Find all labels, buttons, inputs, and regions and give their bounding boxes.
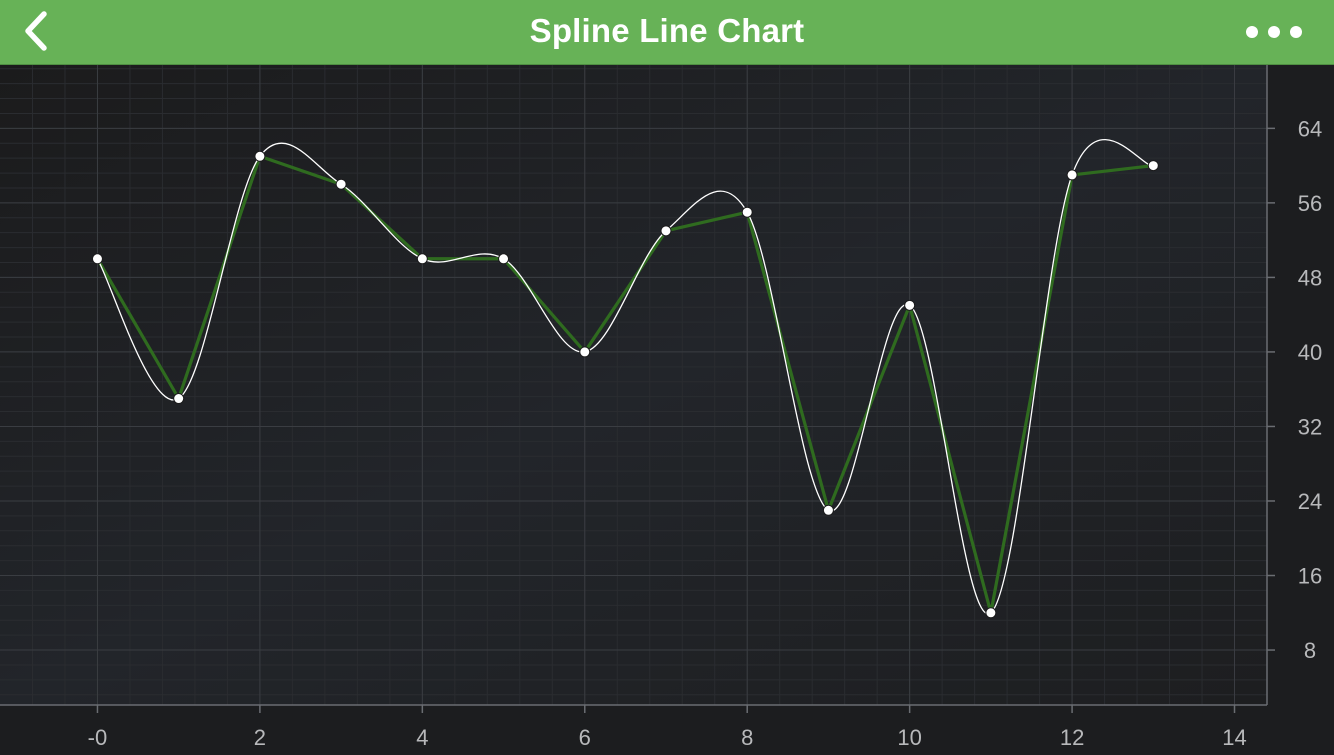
- more-button[interactable]: [1244, 18, 1304, 46]
- y-tick-label: 56: [1298, 191, 1322, 216]
- data-point-marker: [579, 346, 591, 358]
- x-tick-label: 8: [741, 725, 753, 750]
- data-point-marker: [985, 607, 997, 619]
- data-point-marker: [498, 253, 510, 265]
- y-tick-label: 48: [1298, 265, 1322, 290]
- data-point-marker: [1066, 169, 1078, 181]
- chevron-left-icon: [25, 11, 47, 51]
- navigation-bar: Spline Line Chart: [0, 0, 1334, 65]
- y-tick-label: 64: [1298, 116, 1322, 141]
- data-point-marker: [173, 393, 185, 405]
- x-tick-label: 10: [897, 725, 921, 750]
- data-point-marker: [822, 504, 834, 516]
- y-tick-label: 24: [1298, 489, 1322, 514]
- x-tick-label: 12: [1060, 725, 1084, 750]
- data-point-marker: [416, 253, 428, 265]
- data-point-marker: [1147, 160, 1159, 172]
- chart-container: 8 16 24 32 40 48 56 64 -0 2 4 6 8 10 12 14: [0, 65, 1334, 750]
- straight-series-line: [96, 154, 1154, 615]
- x-tick-label: 2: [254, 725, 266, 750]
- data-point-marker: [660, 225, 672, 237]
- x-tick-label: 4: [416, 725, 428, 750]
- y-tick-label: 16: [1298, 564, 1322, 589]
- y-tick-label: 32: [1298, 414, 1322, 439]
- data-point-marker: [741, 206, 753, 218]
- x-tick-label: -0: [88, 725, 108, 750]
- page-title: Spline Line Chart: [529, 12, 805, 49]
- data-point-marker: [91, 253, 103, 265]
- y-tick-label: 8: [1304, 638, 1316, 663]
- data-point-marker: [335, 178, 347, 190]
- back-button[interactable]: [14, 8, 58, 54]
- data-point-marker: [904, 299, 916, 311]
- plot-background: [0, 65, 1267, 705]
- data-point-marker: [254, 150, 266, 162]
- x-tick-label: 14: [1222, 725, 1246, 750]
- x-tick-label: 6: [579, 725, 591, 750]
- y-tick-label: 40: [1298, 340, 1322, 365]
- more-horizontal-icon: [1246, 26, 1302, 38]
